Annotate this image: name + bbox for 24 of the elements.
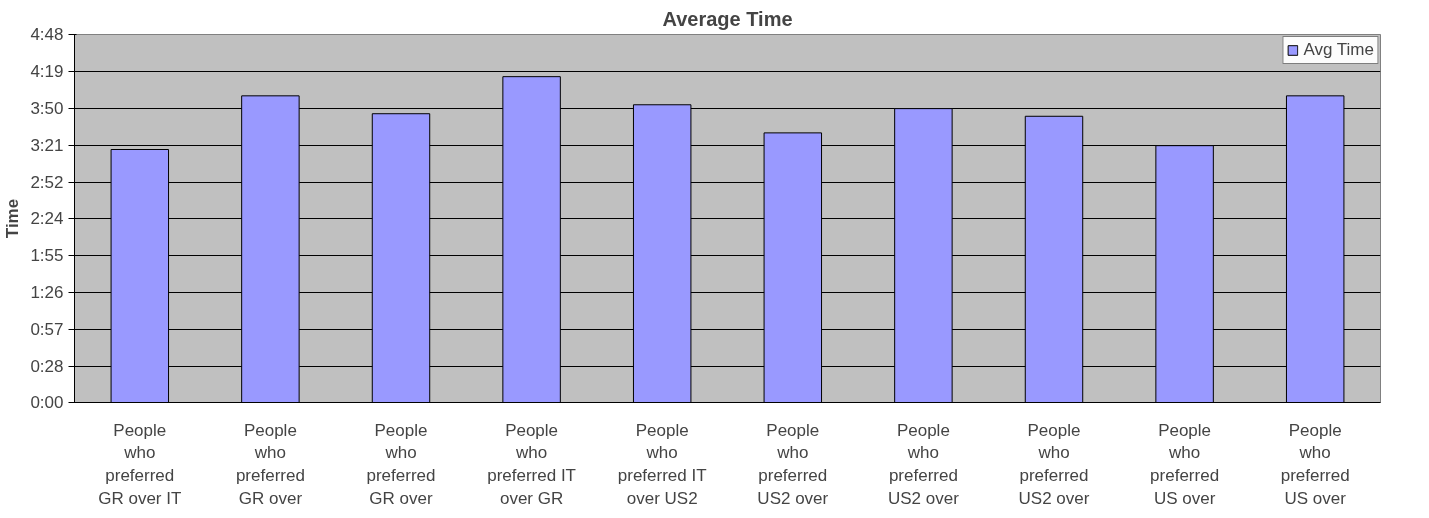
x-tick-label: People who preferred US2 over xyxy=(1018,420,1090,508)
legend-label: Avg Time xyxy=(1303,40,1374,60)
chart-title: Average Time xyxy=(662,7,793,30)
x-tick-label: People who preferred IT over US2 xyxy=(617,420,707,508)
x-tick-label: People who preferred IT over GR xyxy=(487,420,577,508)
x-tick-label: People who preferred GR over xyxy=(366,420,436,508)
y-tick-label: 4:19 xyxy=(30,62,64,82)
x-tick-label: People who preferred US2 over xyxy=(757,420,829,508)
y-tick-label: 0:00 xyxy=(30,393,64,412)
y-tick-label: 0:57 xyxy=(30,320,64,340)
y-tick-label: 1:26 xyxy=(30,283,64,303)
x-tick-label: People who preferred US over xyxy=(1280,420,1350,508)
x-tick-label: People who preferred GR over IT xyxy=(98,420,182,508)
y-tick-label: 0:28 xyxy=(30,357,64,377)
x-tick-label: People who preferred GR over xyxy=(235,420,305,508)
y-axis-title: Time xyxy=(3,198,23,239)
x-tick-label: People who preferred US over xyxy=(1150,420,1220,508)
y-tick-label: 4:48 xyxy=(30,25,64,44)
y-tick-label: 1:55 xyxy=(30,246,64,266)
y-tick-label: 2:24 xyxy=(30,209,64,228)
y-tick-label: 2:52 xyxy=(30,173,64,193)
x-tick-label: People who preferred US2 over xyxy=(887,420,960,508)
y-tick-label: 3:50 xyxy=(30,99,64,119)
y-tick-label: 3:21 xyxy=(30,136,64,156)
